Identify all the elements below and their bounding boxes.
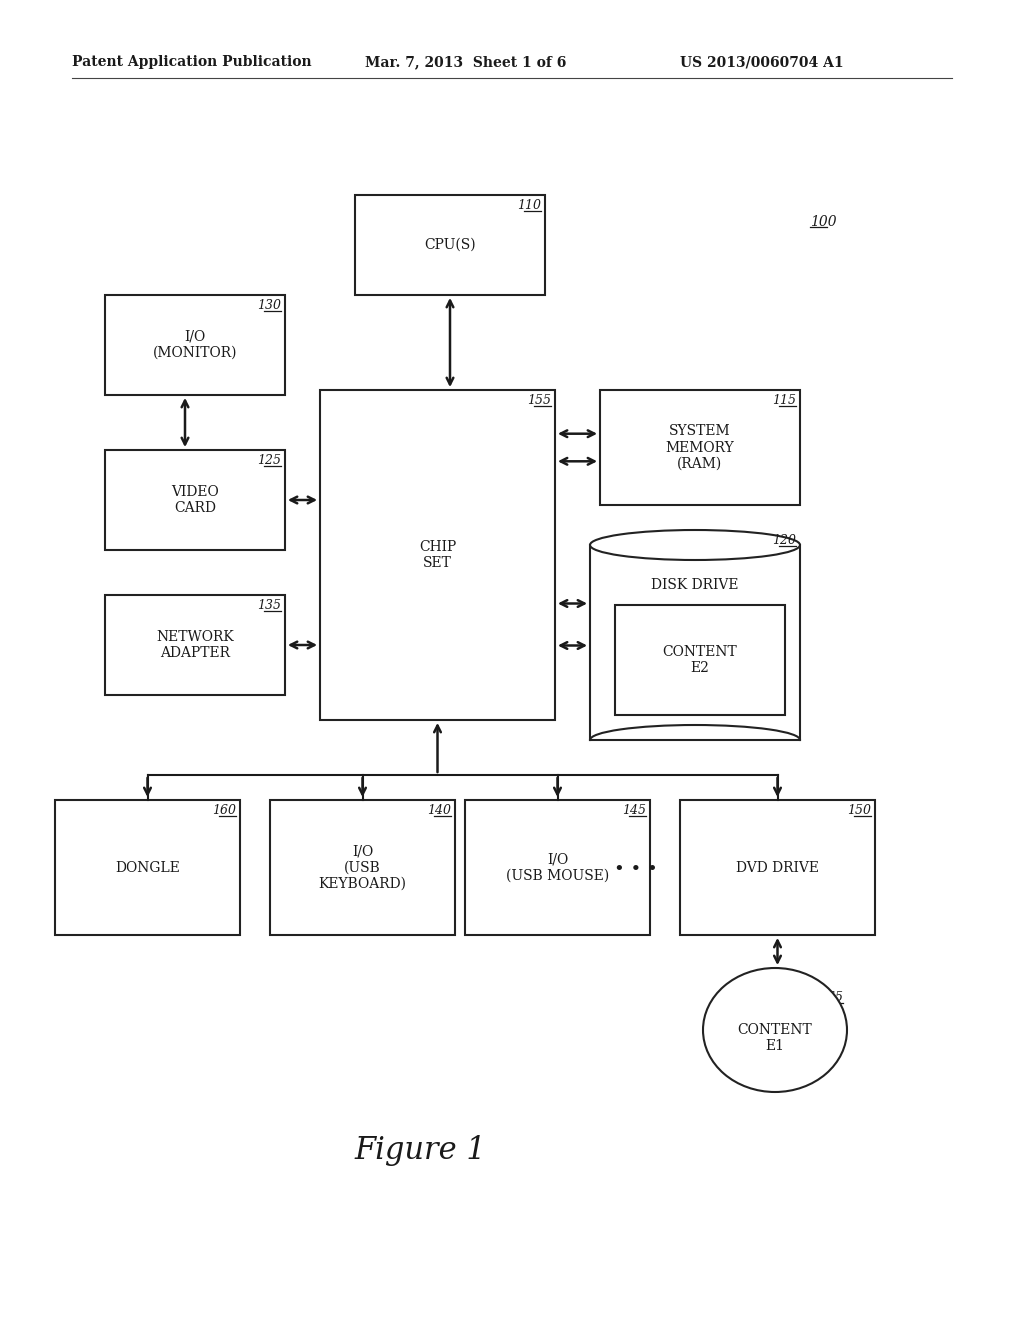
Text: CPU(S): CPU(S) — [424, 238, 476, 252]
Text: 110: 110 — [517, 199, 541, 213]
Text: CHIP
SET: CHIP SET — [419, 540, 456, 570]
Text: 150: 150 — [847, 804, 871, 817]
Bar — [355, 195, 545, 294]
Text: 170: 170 — [757, 609, 781, 622]
Text: 140: 140 — [427, 804, 451, 817]
Text: 145: 145 — [622, 804, 646, 817]
Text: NETWORK
ADAPTER: NETWORK ADAPTER — [156, 630, 233, 660]
Text: 115: 115 — [772, 393, 796, 407]
Text: DISK DRIVE: DISK DRIVE — [651, 578, 738, 591]
Bar — [600, 389, 800, 506]
Bar — [105, 294, 285, 395]
Text: 160: 160 — [212, 804, 236, 817]
Text: US 2013/0060704 A1: US 2013/0060704 A1 — [680, 55, 844, 69]
Ellipse shape — [703, 968, 847, 1092]
Text: DVD DRIVE: DVD DRIVE — [736, 861, 819, 874]
Bar — [615, 605, 785, 715]
Text: • • •: • • • — [614, 861, 657, 879]
Bar — [319, 389, 555, 719]
Text: 165: 165 — [819, 991, 843, 1005]
Text: I/O
(MONITOR): I/O (MONITOR) — [153, 330, 238, 360]
Bar — [270, 800, 455, 935]
Ellipse shape — [590, 531, 800, 560]
Bar — [680, 800, 874, 935]
Text: Figure 1: Figure 1 — [354, 1135, 485, 1166]
Text: DONGLE: DONGLE — [115, 861, 180, 874]
Text: Mar. 7, 2013  Sheet 1 of 6: Mar. 7, 2013 Sheet 1 of 6 — [365, 55, 566, 69]
Text: SYSTEM
MEMORY
(RAM): SYSTEM MEMORY (RAM) — [666, 424, 734, 471]
Text: 100: 100 — [810, 215, 837, 228]
Text: 120: 120 — [772, 535, 796, 546]
Text: CONTENT
E2: CONTENT E2 — [663, 645, 737, 675]
Text: VIDEO
CARD: VIDEO CARD — [171, 484, 219, 515]
Text: I/O
(USB MOUSE): I/O (USB MOUSE) — [506, 853, 609, 883]
Text: 155: 155 — [527, 393, 551, 407]
Text: Patent Application Publication: Patent Application Publication — [72, 55, 311, 69]
Text: 125: 125 — [257, 454, 281, 467]
Text: CONTENT
E1: CONTENT E1 — [737, 1023, 812, 1053]
Bar — [465, 800, 650, 935]
Text: 130: 130 — [257, 300, 281, 312]
Bar — [105, 450, 285, 550]
Text: I/O
(USB
KEYBOARD): I/O (USB KEYBOARD) — [318, 845, 407, 891]
Bar — [105, 595, 285, 696]
Text: 135: 135 — [257, 599, 281, 612]
Bar — [55, 800, 240, 935]
